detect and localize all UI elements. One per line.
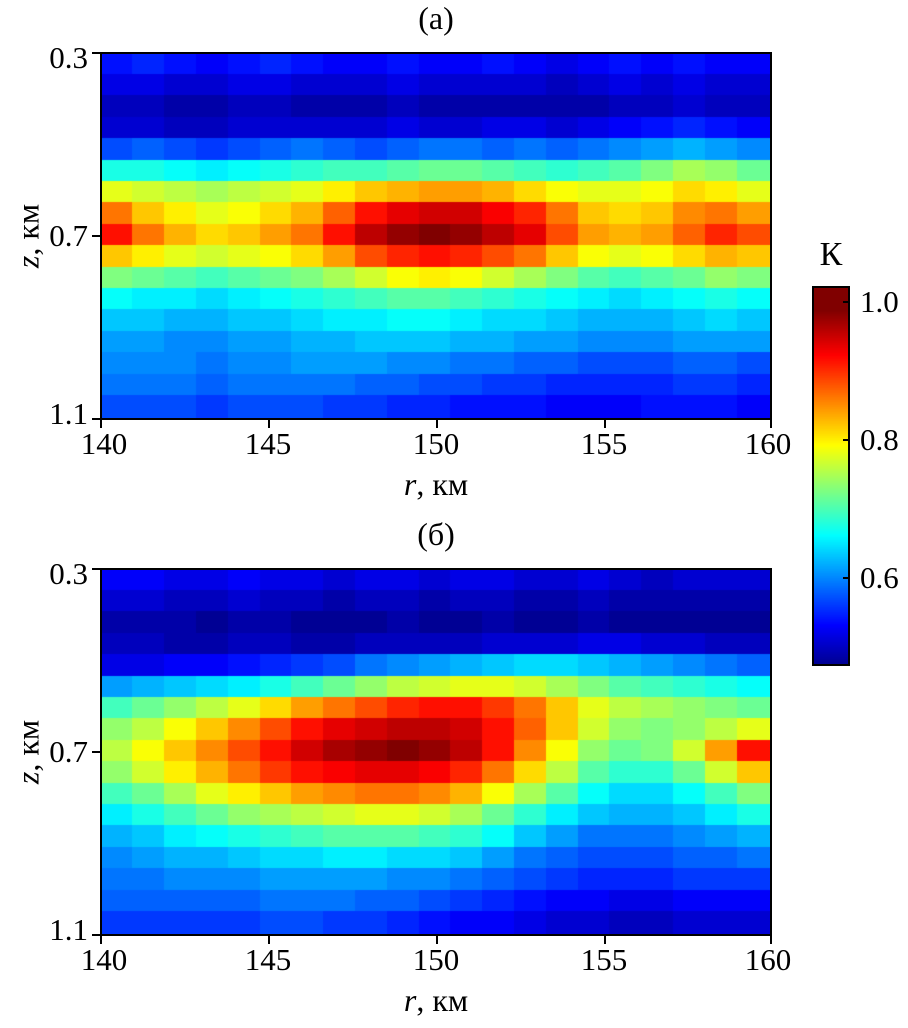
y-tick-a-0.3: 0.3 (49, 40, 88, 75)
colorbar-tickmark (843, 577, 850, 579)
x-tickmark (436, 936, 438, 944)
panel-a-title: (а) (418, 0, 454, 36)
heatmap-panel-b (100, 568, 772, 936)
x-tick-b-145: 145 (244, 942, 292, 977)
x-axis-unit-a: , км (416, 466, 469, 502)
y-tick-a-0.7: 0.7 (49, 218, 88, 253)
y-tick-a-1.1: 1.1 (49, 396, 88, 431)
colorbar-tick-0.8: 0.8 (860, 422, 899, 457)
colorbar-canvas (814, 288, 848, 664)
colorbar-tick-0.6: 0.6 (860, 560, 899, 595)
x-tick-b-155: 155 (580, 942, 628, 977)
panel-b-title: (б) (417, 516, 455, 552)
y-tickmark (92, 751, 100, 753)
x-tickmark (268, 936, 270, 944)
x-tick-a-150: 150 (412, 426, 460, 461)
x-axis-var-b: r (403, 982, 417, 1018)
x-tickmark (604, 936, 606, 944)
x-tick-a-145: 145 (244, 426, 292, 461)
heatmap-canvas-a (102, 54, 770, 418)
colorbar-tick-1.0: 1.0 (860, 284, 899, 319)
x-axis-label-a: r, км (100, 466, 772, 503)
colorbar-title: К (819, 236, 843, 273)
y-tick-b-0.3: 0.3 (49, 556, 88, 591)
y-tickmark (92, 568, 100, 570)
x-axis-var-a: r (403, 466, 417, 502)
y-axis-var-a: z (9, 255, 46, 269)
y-tick-b-0.7: 0.7 (49, 734, 88, 769)
x-tickmark (268, 420, 270, 428)
x-tick-b-140: 140 (80, 942, 128, 977)
x-tickmark (436, 420, 438, 428)
x-tickmark (604, 420, 606, 428)
colorbar-tickmark (843, 439, 850, 441)
colorbar (812, 286, 850, 666)
y-axis-var-b: z (9, 771, 46, 785)
x-tickmark (770, 936, 772, 944)
x-tick-a-140: 140 (80, 426, 128, 461)
heatmap-panel-a (100, 52, 772, 420)
x-tickmark (100, 420, 102, 428)
y-tickmark (92, 235, 100, 237)
heatmap-canvas-b (102, 570, 770, 934)
x-tickmark (770, 420, 772, 428)
x-tick-b-160: 160 (744, 942, 792, 977)
x-axis-label-b: r, км (100, 982, 772, 1019)
x-axis-unit-b: , км (416, 982, 469, 1018)
y-tickmark (92, 52, 100, 54)
colorbar-tickmark (843, 301, 850, 303)
x-tick-a-155: 155 (580, 426, 628, 461)
y-tickmark (92, 934, 100, 936)
y-tickmark (92, 418, 100, 420)
x-tick-a-160: 160 (744, 426, 792, 461)
y-tick-b-1.1: 1.1 (49, 912, 88, 947)
x-tickmark (100, 936, 102, 944)
x-tick-b-150: 150 (412, 942, 460, 977)
